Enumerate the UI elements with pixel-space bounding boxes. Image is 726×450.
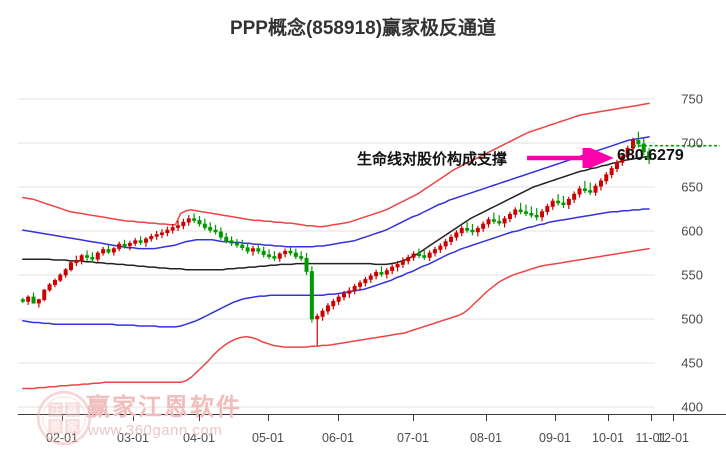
x-tick-label: 05-01 xyxy=(252,431,284,445)
x-tick-label: 09-01 xyxy=(539,431,571,445)
x-tick-label: 08-01 xyxy=(470,431,502,445)
y-axis: 750 700 650 600 550 500 450 400 xyxy=(655,91,726,415)
x-tick-mark xyxy=(651,414,652,421)
target-price-line xyxy=(633,144,720,147)
x-tick-label: 10-01 xyxy=(592,431,624,445)
y-tick-label: 550 xyxy=(681,267,703,283)
x-tick-mark xyxy=(338,414,339,421)
x-axis-line xyxy=(18,414,726,415)
annotation-arrow-icon xyxy=(527,148,614,168)
x-tick-mark xyxy=(555,414,556,421)
x-tick-mark xyxy=(199,414,200,421)
svg-text:赢: 赢 xyxy=(67,403,78,417)
annotation-label: 生命线对股价构成支撑 xyxy=(357,151,508,168)
x-tick-mark xyxy=(413,414,414,421)
x-tick-mark xyxy=(133,414,134,421)
x-tick-label: 11-01 xyxy=(635,431,667,445)
y-tick-label: 650 xyxy=(681,179,703,195)
x-tick-label: 07-01 xyxy=(397,431,429,445)
watermark-brand: 赢家江恩软件 xyxy=(86,394,242,421)
watermark-url: www.360gann.com xyxy=(88,422,223,439)
x-tick-mark xyxy=(62,414,63,421)
x-tick-mark xyxy=(268,414,269,421)
y-tick-label: 500 xyxy=(681,311,703,327)
x-tick-label: 03-01 xyxy=(117,431,149,445)
chart-plot-area[interactable] xyxy=(18,92,655,414)
x-tick-label: 06-01 xyxy=(322,431,354,445)
y-tick-label: 600 xyxy=(681,223,703,239)
current-price-label: 680.6279 xyxy=(617,147,684,164)
page-title: PPP概念(858918)赢家极反通道 xyxy=(229,18,497,39)
x-tick-mark xyxy=(486,414,487,421)
x-tick-mark xyxy=(673,414,674,421)
svg-text:恩: 恩 xyxy=(50,420,61,433)
y-tick-label: 400 xyxy=(681,399,703,415)
svg-text:家: 家 xyxy=(67,419,78,433)
x-tick-label: 12-01 xyxy=(657,431,689,445)
y-tick-label: 750 xyxy=(681,91,703,107)
company-seal-icon: 江 赢 恩 家 xyxy=(36,390,92,446)
y-tick-label: 450 xyxy=(681,355,703,371)
y-tick-label: 700 xyxy=(681,135,703,151)
svg-text:江: 江 xyxy=(50,404,61,417)
x-tick-mark xyxy=(608,414,609,421)
candlestick-canvas xyxy=(18,98,655,408)
x-tick-label: 04-01 xyxy=(183,431,215,445)
